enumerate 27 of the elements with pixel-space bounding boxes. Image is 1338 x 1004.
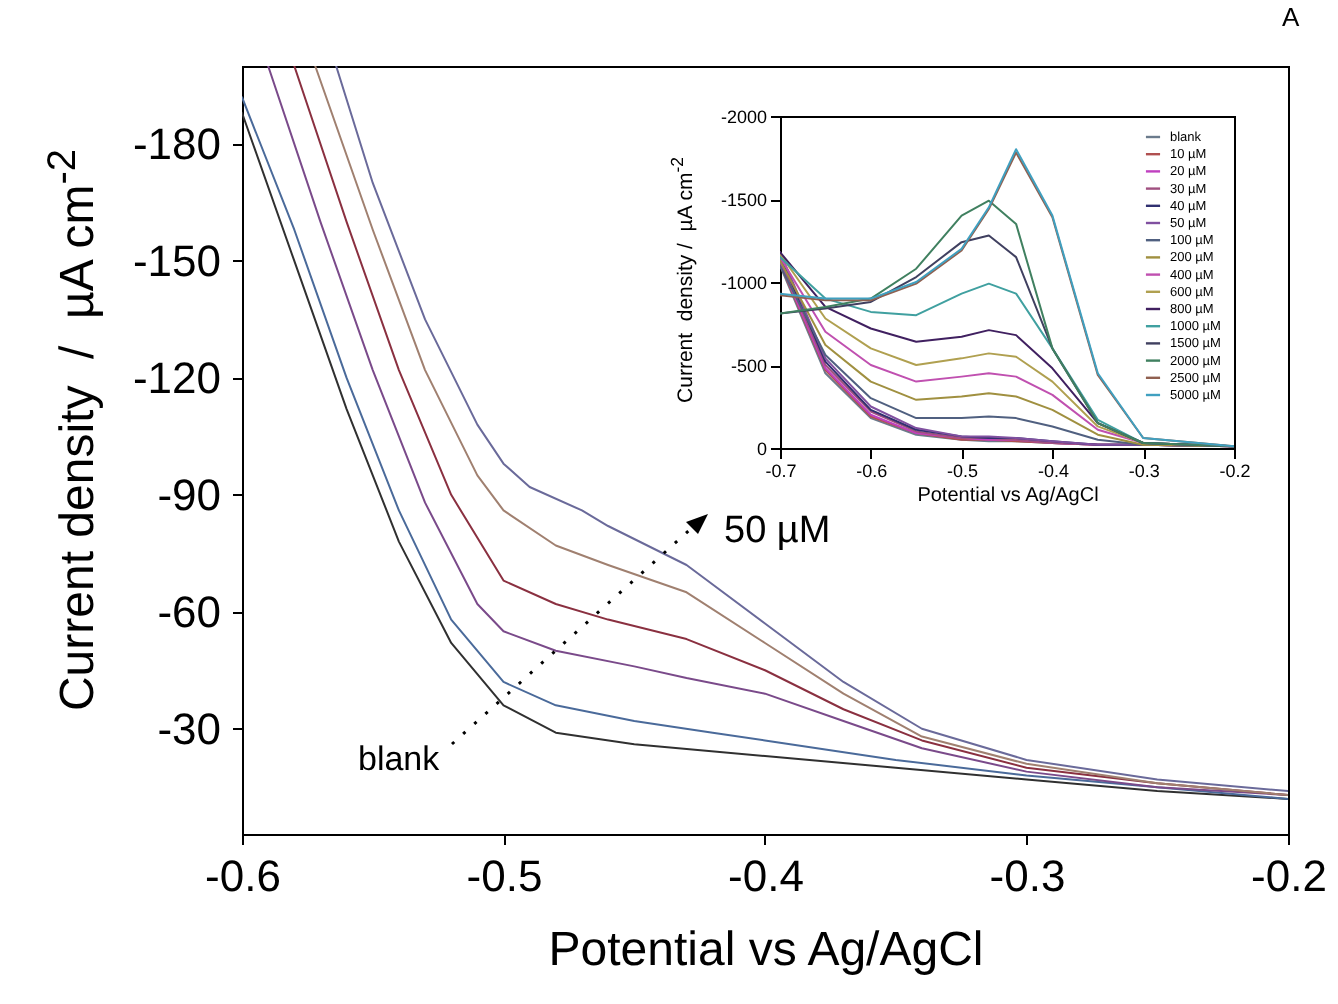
x-tick-label: -0.6 [856, 461, 888, 481]
y-tick-label: -60 [157, 586, 221, 637]
y-tick-label: -30 [157, 703, 221, 754]
x-tick-label: -0.5 [947, 461, 979, 481]
x-tick-label: -0.3 [989, 851, 1066, 901]
x-axis-title: Potential vs Ag/AgCl [548, 923, 984, 977]
y-tick-label: -1000 [720, 273, 767, 293]
x-axis-title: Potential vs Ag/AgCl [917, 485, 1099, 507]
x-tick-label: -0.5 [466, 851, 543, 901]
y-tick-label: -150 [132, 235, 221, 286]
x-tick-label: -0.6 [205, 851, 281, 901]
x-tick-label: -0.2 [1251, 851, 1327, 901]
y-tick-label: -180 [132, 118, 221, 169]
y-tick-label: -500 [730, 356, 767, 376]
y-tick-label: -120 [132, 352, 221, 403]
y-tick-label: -2000 [720, 107, 767, 127]
x-tick-label: -0.7 [765, 461, 797, 481]
x-tick-label: -0.4 [728, 851, 804, 901]
y-tick-label: -1500 [720, 190, 767, 210]
x-tick-label: -0.2 [1219, 461, 1251, 481]
annotation: blank [358, 740, 440, 780]
x-tick-label: -0.3 [1128, 461, 1160, 481]
y-tick-label: -90 [157, 469, 221, 520]
x-tick-label: -0.4 [1037, 461, 1069, 481]
text: A [1282, 2, 1300, 32]
annotation: 50 µM [724, 510, 831, 554]
y-tick-label: 0 [756, 439, 767, 459]
